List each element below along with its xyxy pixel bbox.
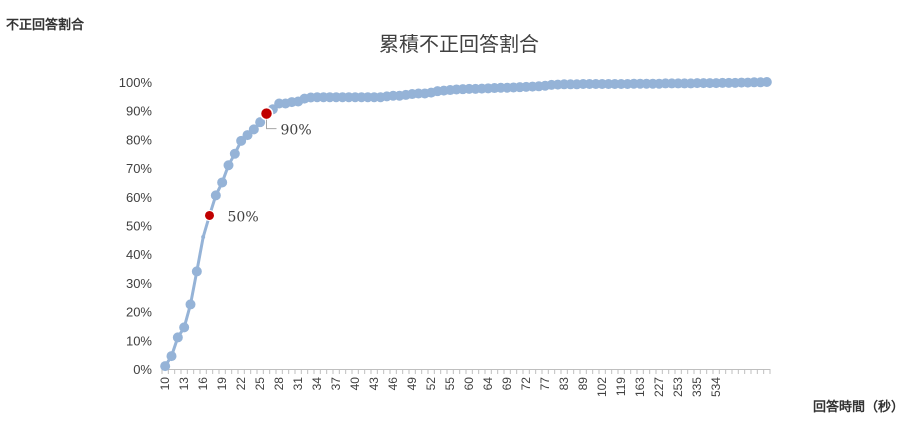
y-tick-label: 10% — [126, 333, 152, 348]
data-point — [248, 124, 259, 135]
x-tick-label: 10 — [158, 377, 172, 391]
x-tick-label: 46 — [386, 377, 400, 391]
x-tick-label: 77 — [538, 377, 552, 391]
x-tick-label: 83 — [557, 377, 571, 391]
data-point — [179, 322, 190, 333]
x-tick-label: 34 — [310, 377, 324, 391]
x-tick-label: 52 — [424, 377, 438, 391]
annotation-leader — [266, 119, 277, 130]
data-point — [172, 332, 183, 343]
y-tick-label: 20% — [126, 305, 152, 320]
data-point — [217, 177, 228, 188]
data-point — [255, 117, 266, 128]
x-tick-label: 55 — [443, 377, 457, 391]
x-tick-label: 72 — [519, 377, 533, 391]
x-tick-label: 49 — [405, 377, 419, 391]
y-tick-label: 30% — [126, 276, 152, 291]
data-point — [191, 266, 202, 277]
x-axis-label: 回答時間（秒） — [812, 400, 904, 415]
data-point — [166, 351, 177, 362]
x-tick-label: 16 — [196, 377, 210, 391]
data-point — [210, 190, 221, 201]
x-tick-label: 31 — [291, 377, 305, 391]
y-tick-label: 80% — [126, 132, 152, 147]
x-tick-label: 227 — [652, 377, 666, 397]
data-point — [236, 135, 247, 146]
x-tick-label: 19 — [215, 377, 229, 391]
x-tick-label: 22 — [234, 377, 248, 391]
x-tick-label: 43 — [367, 377, 381, 391]
x-tick-label: 40 — [348, 377, 362, 391]
x-tick-label: 69 — [500, 377, 514, 391]
data-point — [223, 160, 234, 171]
y-tick-label: 70% — [126, 161, 152, 176]
annotation-50: 50% — [228, 209, 259, 225]
data-point — [160, 361, 171, 372]
y-tick-label: 100% — [119, 75, 153, 90]
x-tick-label: 25 — [253, 377, 267, 391]
annotation-90: 90% — [281, 123, 312, 139]
y-tick-label: 0% — [133, 362, 152, 377]
x-tick-label: 253 — [671, 377, 685, 397]
y-tick-label: 60% — [126, 190, 152, 205]
y-tick-label: 90% — [126, 104, 152, 119]
y-tick-label: 50% — [126, 219, 152, 234]
highlight-point-90 — [259, 106, 274, 121]
data-point — [229, 148, 240, 159]
y-axis-label: 不正回答割合 — [6, 18, 85, 33]
x-tick-label: 119 — [614, 377, 628, 396]
chart-title: 累積不正回答割合 — [379, 32, 539, 56]
data-point — [761, 77, 772, 87]
highlight-point-50 — [204, 209, 215, 221]
data-point — [185, 299, 196, 310]
x-tick-label: 102 — [595, 377, 609, 397]
data-point — [201, 234, 206, 239]
x-tick-label: 64 — [481, 377, 495, 391]
x-tick-label: 13 — [177, 377, 191, 391]
x-tick-label: 37 — [329, 377, 343, 391]
x-tick-label: 335 — [690, 377, 704, 397]
x-tick-label: 163 — [633, 377, 647, 397]
x-tick-label: 60 — [462, 377, 476, 391]
x-tick-label: 28 — [272, 377, 286, 391]
y-tick-label: 40% — [126, 247, 152, 262]
data-point — [242, 130, 253, 141]
x-tick-label: 89 — [576, 377, 590, 391]
x-tick-label: 534 — [709, 377, 723, 397]
